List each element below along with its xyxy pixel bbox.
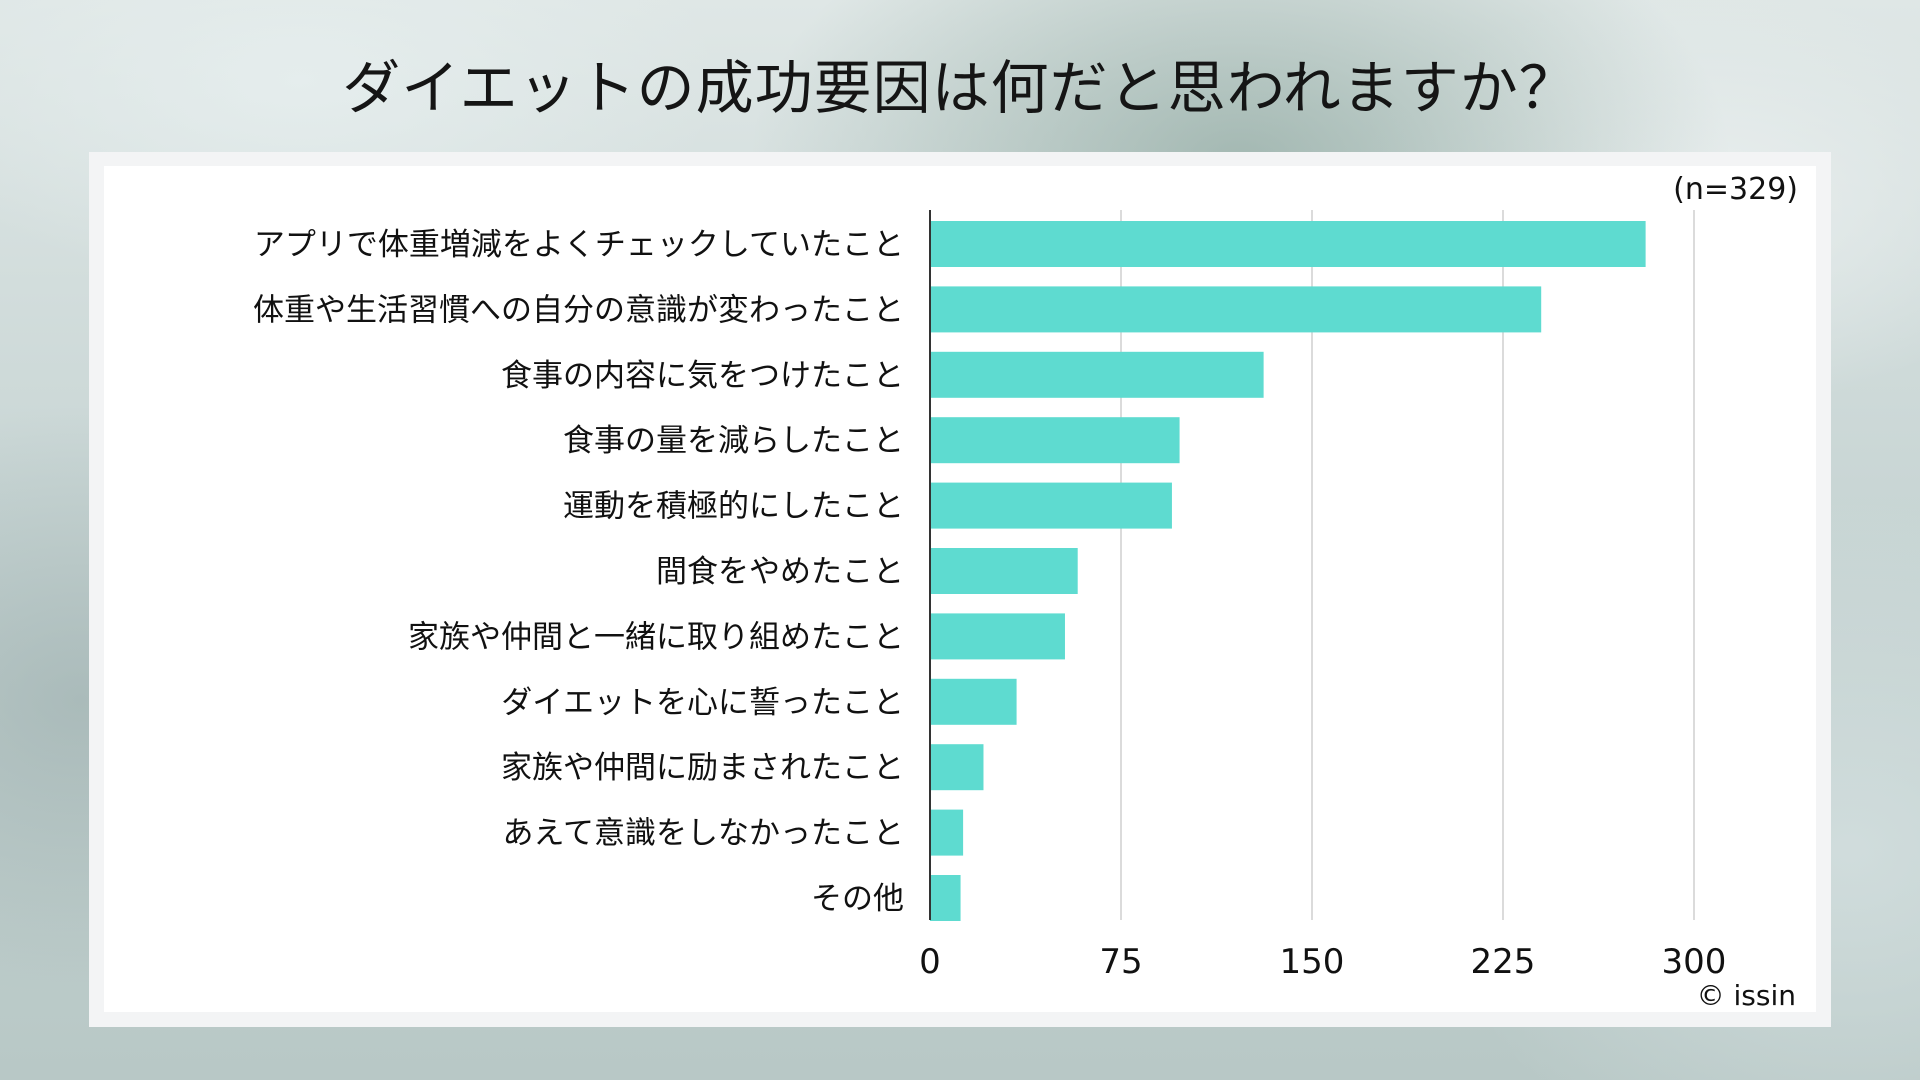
x-tick-label-75: 75 [1099,942,1142,982]
bar-6 [930,548,1078,594]
bar-9 [930,744,984,791]
x-tick-label-225: 225 [1471,942,1536,982]
category-labels: アプリで体重増減をよくチェックしていたこと体重や生活習慣への自分の意識が変わった… [253,227,904,917]
category-label-7: 家族や仲間と一緒に取り組めたこと [408,619,904,655]
bar-11 [930,875,961,921]
category-label-5: 運動を積極的にしたこと [563,489,904,525]
bar-1 [930,221,1646,267]
bar-10 [930,809,964,856]
category-label-1: アプリで体重増減をよくチェックしていたこと [254,227,904,263]
chart-title: ダイエットの成功要因は何だと思われますか？ [342,54,1578,122]
bars [930,221,1646,921]
bar-8 [930,678,1017,725]
bar-4 [930,417,1180,464]
bar-5 [930,482,1172,529]
category-label-9: 家族や仲間に励まされたこと [501,750,904,786]
bar-2 [930,286,1542,333]
copyright-credit: © issin [1696,979,1796,1012]
x-tick-label-0: 0 [919,942,941,982]
category-label-4: 食事の量を減らしたこと [563,423,904,459]
category-label-3: 食事の内容に気をつけたこと [501,358,904,394]
sample-size-note: (n=329) [1673,172,1798,207]
category-label-11: その他 [811,881,904,917]
category-label-8: ダイエットを心に誓ったこと [501,685,904,721]
x-tick-label-150: 150 [1280,942,1345,982]
bar-7 [930,613,1065,660]
bar-3 [930,351,1264,398]
category-label-6: 間食をやめたこと [656,554,904,590]
category-label-2: 体重や生活習慣への自分の意識が変わったこと [253,292,904,328]
category-label-10: あえて意識をしなかったこと [503,816,904,852]
x-tick-labels: 0 75 150 225 300 [919,942,1726,982]
x-tick-label-300: 300 [1662,942,1727,982]
